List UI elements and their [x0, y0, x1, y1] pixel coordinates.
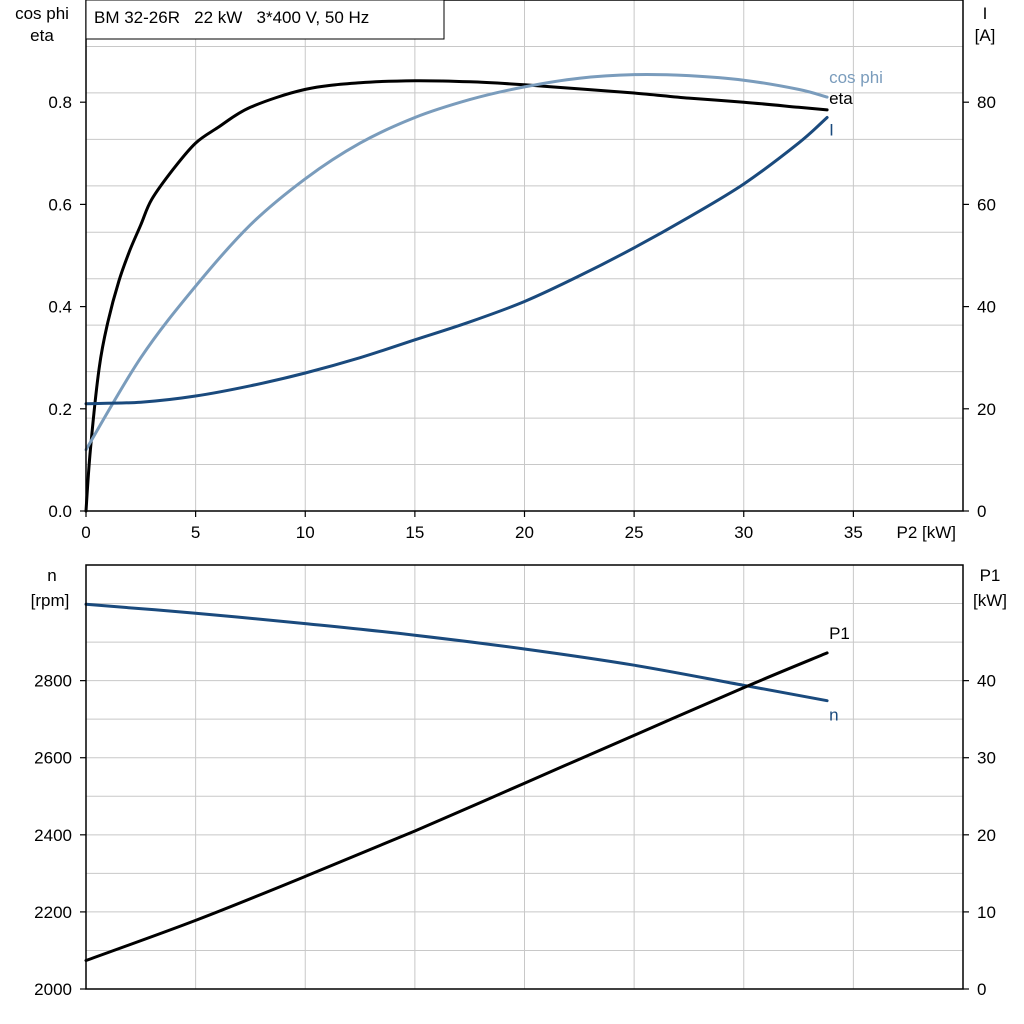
tick-labels-top: 0.0 0.2 0.4 0.6 0.8 0 20 40 60 80 0 5 10 15 20 25 30 35 [48, 93, 996, 542]
y-left-tick-label: 2600 [34, 749, 72, 768]
x-tick-label: 35 [844, 523, 863, 542]
tick-labels-bottom: 2000 2200 2400 2600 2800 0 10 20 30 40 [34, 672, 996, 999]
n-series-label: n [829, 706, 838, 725]
y-left-tick-label: 2800 [34, 672, 72, 691]
series-labels-top: eta cos phi I [829, 68, 883, 139]
x-tick-label: 5 [191, 523, 200, 542]
y-left-tick-label: 0.2 [48, 400, 72, 419]
y-right-tick-label: 0 [977, 980, 986, 999]
n-curve [84, 602, 829, 703]
y-left-tick-label: 2200 [34, 903, 72, 922]
speed-power-panel: 2000 2200 2400 2600 2800 0 10 20 30 40 n P1 n [rpm… [31, 564, 1007, 999]
x-tick-label: 15 [405, 523, 424, 542]
y-left-tick-label: 0.0 [48, 502, 72, 521]
y-left-tick-label: 2000 [34, 980, 72, 999]
y-right-tick-label: 80 [977, 93, 996, 112]
chart-title: BM 32-26R 22 kW 3*400 V, 50 Hz [94, 8, 369, 27]
cos-phi-curve [84, 72, 829, 452]
title-box [85, 0, 445, 40]
y-left-label-line2-bottom: [rpm] [31, 591, 70, 610]
x-tick-label: 20 [515, 523, 534, 542]
y-right-tick-label: 40 [977, 672, 996, 691]
i-series-label: I [829, 121, 834, 140]
y-left-tick-label: 0.8 [48, 93, 72, 112]
y-left-label-line2-top: eta [30, 26, 54, 45]
y-right-tick-label: 20 [977, 400, 996, 419]
efficiency-current-panel: 0.0 0.2 0.4 0.6 0.8 0 20 40 60 80 0 5 10 15 20 25 30 35 e… [15, 0, 996, 542]
y-right-label-line1-top: I [983, 4, 988, 23]
y-right-tick-label: 20 [977, 826, 996, 845]
y-right-label-line2-top: [A] [975, 26, 996, 45]
y-right-tick-label: 0 [977, 502, 986, 521]
y-right-tick-label: 10 [977, 903, 996, 922]
y-right-label-line2-bottom: [kW] [973, 591, 1007, 610]
plot-frame-bottom [85, 564, 964, 990]
curves-top [84, 72, 829, 513]
x-tick-label: 25 [625, 523, 644, 542]
y-right-tick-label: 60 [977, 195, 996, 214]
x-tick-label: 30 [734, 523, 753, 542]
y-right-tick-label: 40 [977, 298, 996, 317]
p1-series-label: P1 [829, 624, 850, 643]
y-left-label-line1-bottom: n [47, 566, 56, 585]
x-tick-label: 0 [81, 523, 90, 542]
series-labels-bottom: n P1 [829, 624, 850, 725]
y-right-tick-label: 30 [977, 749, 996, 768]
eta-curve [84, 79, 829, 513]
y-left-tick-label: 0.6 [48, 195, 72, 214]
y-left-label-line1-top: cos phi [15, 4, 69, 23]
cos-phi-series-label: cos phi [829, 68, 883, 87]
y-left-tick-label: 0.4 [48, 298, 72, 317]
x-axis-label: P2 [kW] [896, 523, 956, 542]
eta-series-label: eta [829, 89, 853, 108]
curves-bottom [84, 602, 829, 962]
y-left-tick-label: 2400 [34, 826, 72, 845]
y-right-label-line1-bottom: P1 [980, 566, 1001, 585]
x-tick-label: 10 [296, 523, 315, 542]
p1-curve [84, 651, 829, 962]
i-curve [84, 116, 829, 406]
grid-top [86, 0, 963, 511]
